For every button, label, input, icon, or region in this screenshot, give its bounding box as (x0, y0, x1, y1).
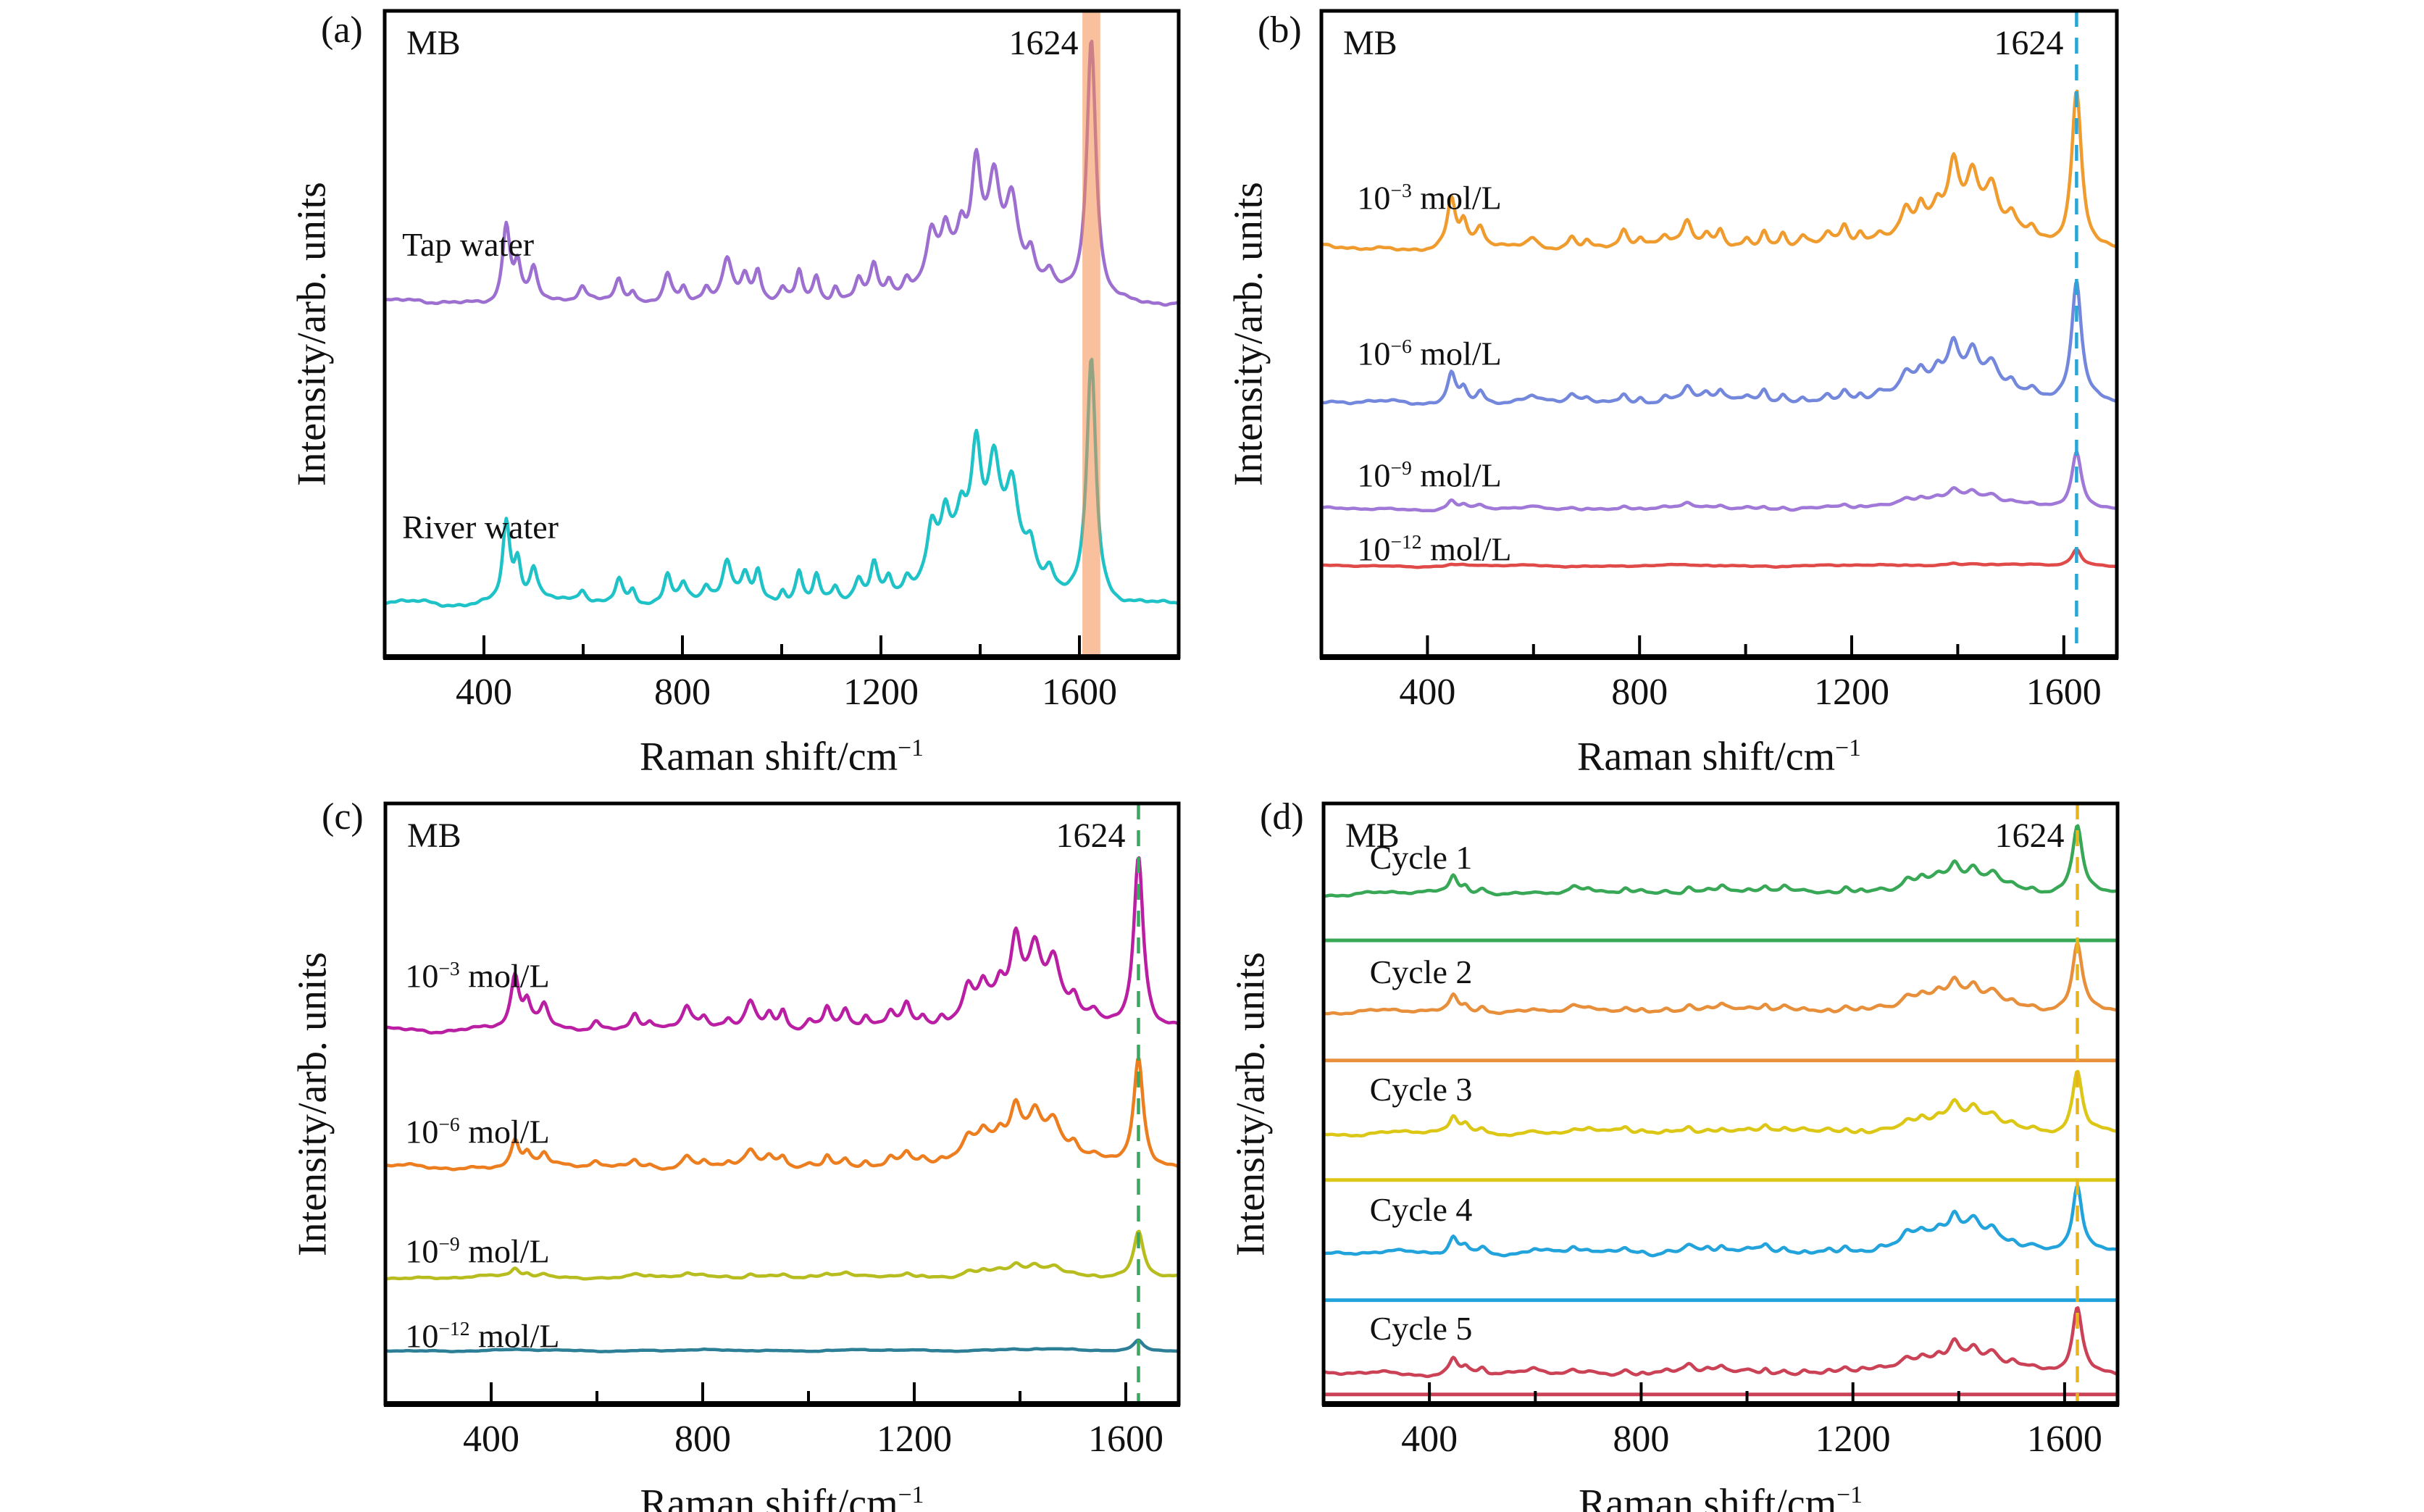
x-tick-label: 800 (1613, 1419, 1670, 1460)
panel-letter: (a) (321, 9, 363, 51)
x-tick-label: 400 (1401, 1419, 1458, 1460)
spectrum-curve (1321, 824, 2120, 898)
panel-c-plot (383, 801, 1181, 1407)
x-tick-label: 1200 (1814, 672, 1889, 713)
x-tick-label: 400 (456, 672, 512, 713)
x-tick-label: 1200 (843, 672, 919, 713)
series-label: Cycle 4 (1369, 1191, 1473, 1229)
series-label: 10−9 mol/L (405, 1232, 550, 1269)
x-tick-label: 1600 (1088, 1419, 1163, 1460)
y-axis-title: Intensity/arb. units (290, 951, 335, 1256)
series-label: 10−9 mol/L (1357, 456, 1502, 494)
spectrum-curve (1319, 548, 2119, 569)
series-label: 10−12 mol/L (1357, 530, 1512, 568)
molecule-label: MB (407, 816, 461, 855)
x-axis-title: Raman shift/cm−1 (1577, 734, 1861, 780)
series-label: Tap water (402, 225, 535, 263)
series-label: 10−6 mol/L (1357, 334, 1502, 372)
panel-b-plot (1319, 9, 2119, 660)
spectrum-curve (383, 1229, 1181, 1281)
peak-annotation: 1624 (1008, 24, 1079, 62)
spectrum-curve (1321, 1069, 2120, 1138)
plot-border (383, 801, 1181, 1406)
series-label: Cycle 1 (1369, 839, 1473, 877)
spectrum-curve (1319, 451, 2119, 513)
spectrum-curve (1319, 280, 2119, 406)
series-label: Cycle 5 (1369, 1310, 1473, 1348)
y-axis-title: Intensity/arb. units (289, 182, 335, 486)
series-label: 10−3 mol/L (405, 956, 550, 995)
x-axis-title: Raman shift/cm−1 (640, 1481, 924, 1512)
spectrum-curve (1321, 1185, 2120, 1258)
y-axis-title: Intensity/arb. units (1226, 182, 1271, 486)
spectrum-curve (1321, 942, 2120, 1016)
spectrum-curve (383, 1057, 1181, 1171)
panel-letter: (b) (1258, 9, 1302, 51)
spectrum-curve (383, 1338, 1181, 1353)
spectrum-curve (383, 357, 1181, 608)
x-tick-label: 1200 (1815, 1419, 1891, 1460)
x-tick-label: 800 (674, 1419, 731, 1460)
x-axis-title: Raman shift/cm−1 (1579, 1481, 1863, 1512)
spectrum-curve (383, 39, 1181, 307)
x-tick-label: 1200 (877, 1419, 952, 1460)
peak-annotation: 1624 (1994, 816, 2065, 855)
x-tick-label: 400 (1399, 672, 1456, 713)
peak-highlight-band (1082, 11, 1100, 657)
x-tick-label: 400 (463, 1419, 519, 1460)
series-label: 10−3 mol/L (1357, 178, 1502, 217)
plot-border (383, 9, 1181, 659)
series-label: 10−12 mol/L (405, 1317, 560, 1355)
panel-d-plot (1321, 801, 2120, 1407)
x-tick-label: 800 (654, 672, 711, 713)
series-label: River water (402, 508, 559, 546)
series-label: Cycle 3 (1369, 1071, 1473, 1108)
x-tick-label: 1600 (2026, 672, 2102, 713)
series-label: 10−6 mol/L (405, 1113, 550, 1150)
molecule-label: MB (1343, 24, 1397, 62)
peak-annotation: 1624 (1056, 816, 1126, 855)
molecule-label: MB (406, 24, 461, 62)
spectrum-curve (1321, 1306, 2120, 1379)
x-tick-label: 1600 (1042, 672, 1117, 713)
x-tick-label: 1600 (2026, 1419, 2102, 1460)
panel-letter: (d) (1260, 796, 1304, 838)
panel-a-plot (383, 9, 1181, 660)
spectrum-curve (383, 856, 1181, 1035)
spectrum-curve (1319, 89, 2119, 252)
series-label: Cycle 2 (1369, 953, 1473, 990)
panel-letter: (c) (322, 796, 364, 838)
peak-annotation: 1624 (1994, 24, 2064, 62)
x-axis-title: Raman shift/cm−1 (640, 734, 924, 780)
x-tick-label: 800 (1611, 672, 1668, 713)
molecule-label: MB (1345, 816, 1400, 855)
y-axis-title: Intensity/arb. units (1228, 951, 1274, 1256)
